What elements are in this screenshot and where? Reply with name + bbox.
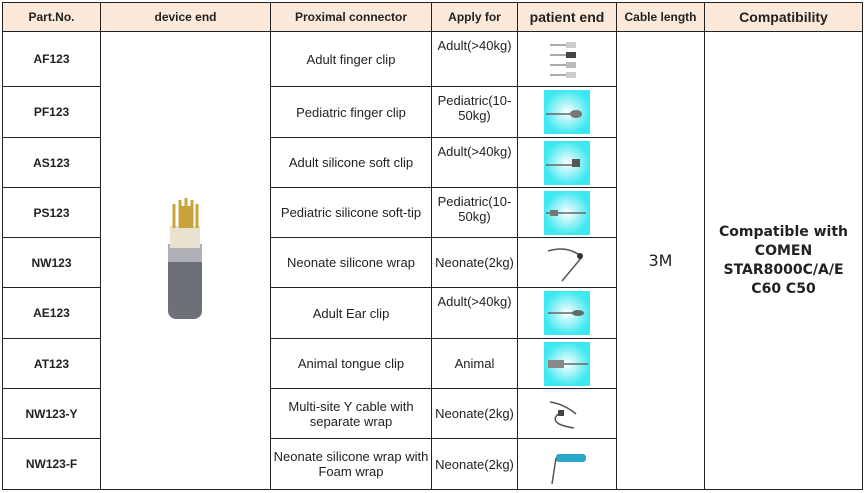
table-row: PS123 Pediatric silicone soft-tip Pediatri…	[2, 187, 863, 238]
patient-end-cell	[517, 237, 617, 288]
tongue-clip-sensor-image	[544, 341, 590, 386]
table-row: AF123 Adult finger clip Adult(>40kg) 3M Comp…	[2, 31, 863, 490]
table-row: NW123 Neonate silicone wrap Neonate(2kg)	[2, 237, 863, 288]
neonate-wrap-sensor-image	[547, 247, 583, 281]
apply-for: Neonate(2kg)	[431, 438, 518, 490]
apply-for: Pediatric(10-50kg)	[431, 187, 518, 238]
proximal-connector: Pediatric finger clip	[270, 86, 432, 138]
proximal-connector: Pediatric silicone soft-tip	[270, 187, 432, 238]
apply-for: Adult(>40kg)	[431, 137, 518, 188]
proximal-connector: Adult Ear clip	[270, 287, 432, 339]
apply-for: Adult(>40kg)	[431, 287, 518, 339]
header-patient-end: patient end	[517, 2, 617, 32]
part-number: AF123	[2, 31, 101, 87]
header-proximal-connector: Proximal connector	[270, 2, 432, 32]
device-end-cell	[100, 31, 271, 490]
part-number: AE123	[2, 287, 101, 339]
part-number: AS123	[2, 137, 101, 188]
cable-length: 3M	[616, 31, 705, 490]
table-row: AE123 Adult Ear clip Adult(>40kg)	[2, 287, 863, 339]
y-cable-sensor-image	[549, 400, 577, 429]
patient-end-cell	[517, 338, 617, 389]
header-compatibility: Compatibility	[704, 2, 863, 32]
patient-end-cell	[517, 388, 617, 439]
header-row: Part.No. device end Proximal connector A…	[2, 2, 863, 32]
apply-for: Pediatric(10-50kg)	[431, 86, 518, 138]
apply-for: Neonate(2kg)	[431, 388, 518, 439]
pediatric-finger-clip-sensor-image	[544, 90, 590, 134]
patient-end-cell	[517, 287, 617, 339]
part-number: AT123	[2, 338, 101, 389]
part-number: NW123-F	[2, 438, 101, 490]
patient-end-cell	[517, 86, 617, 138]
header-part-no: Part.No.	[2, 2, 101, 32]
adult-silicone-clip-sensor-image	[544, 140, 590, 185]
apply-for: Adult(>40kg)	[431, 31, 518, 87]
proximal-connector: Neonate silicone wrap	[270, 237, 432, 288]
table-row: NW123-F Neonate silicone wrap with Foam w…	[2, 438, 863, 490]
header-device-end: device end	[100, 2, 271, 32]
apply-for: Animal	[431, 338, 518, 389]
table-row: NW123-Y Multi-site Y cable with separate …	[2, 388, 863, 439]
header-apply-for: Apply for	[431, 2, 518, 32]
adult-finger-clip-sensor-image	[550, 42, 576, 78]
patient-end-cell	[517, 137, 617, 188]
table-row: AT123 Animal tongue clip Animal	[2, 338, 863, 389]
proximal-connector: Adult finger clip	[270, 31, 432, 87]
patient-end-cell	[517, 438, 617, 490]
compatibility: Compatible with COMEN STAR8000C/A/E C60 …	[704, 31, 863, 490]
apply-for: Neonate(2kg)	[431, 237, 518, 288]
part-number: PF123	[2, 86, 101, 138]
part-number: PS123	[2, 187, 101, 238]
header-cable-length: Cable length	[616, 2, 705, 32]
part-number: NW123-Y	[2, 388, 101, 439]
proximal-connector: Animal tongue clip	[270, 338, 432, 389]
patient-end-cell	[517, 187, 617, 238]
device-end-connector-image	[167, 198, 202, 319]
foam-wrap-sensor-image	[551, 454, 586, 485]
proximal-connector: Multi-site Y cable with separate wrap	[270, 388, 432, 439]
proximal-connector: Adult silicone soft clip	[270, 137, 432, 188]
pediatric-silicone-tip-sensor-image	[544, 190, 590, 235]
proximal-connector: Neonate silicone wrap with Foam wrap	[270, 438, 432, 490]
patient-end-cell	[517, 31, 617, 87]
ear-clip-sensor-image	[544, 291, 590, 335]
part-number: NW123	[2, 237, 101, 288]
